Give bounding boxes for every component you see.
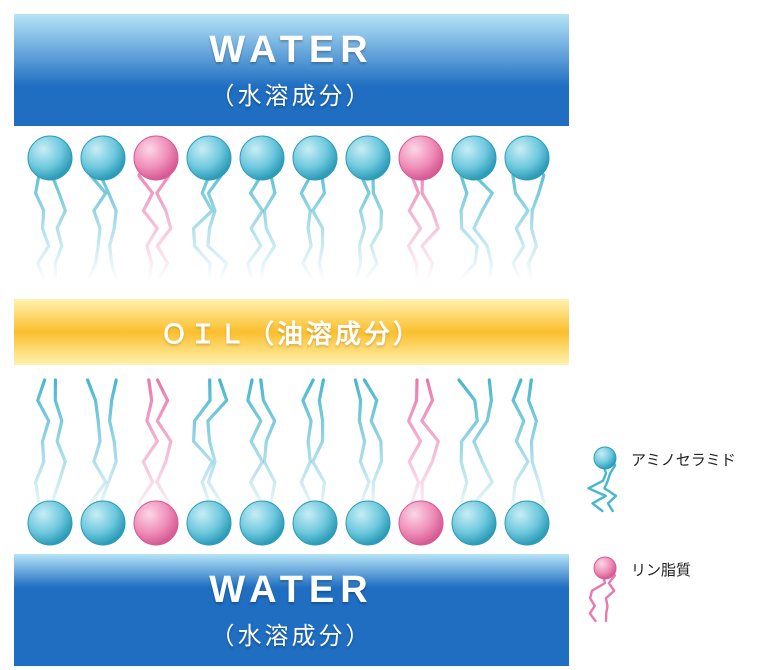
legend: アミノセラミド リン脂質 <box>585 445 750 665</box>
legend-item-phospho: リン脂質 <box>585 555 750 625</box>
water-band-bottom: WATER （水溶成分） <box>14 554 569 666</box>
oil-band: ＯＩＬ（油溶成分） <box>14 299 569 365</box>
phospholipid-icon <box>585 555 625 625</box>
legend-label-amino: アミノセラミド <box>631 449 736 470</box>
lipid-row-bottom <box>14 374 569 549</box>
water-band-top: WATER （水溶成分） <box>14 14 569 126</box>
amino-ceramide-icon <box>585 445 625 515</box>
lipid-row-top <box>14 132 569 287</box>
legend-label-phospho: リン脂質 <box>631 559 691 580</box>
emulsion-diagram: WATER （水溶成分） ＯＩＬ（油溶成分） WATER （水溶成分） <box>14 14 569 658</box>
water-top-title: WATER <box>209 29 373 72</box>
water-bot-title: WATER <box>209 569 373 612</box>
oil-title: ＯＩＬ（油溶成分） <box>161 314 422 351</box>
water-bot-sub: （水溶成分） <box>211 616 373 651</box>
water-top-sub: （水溶成分） <box>211 76 373 111</box>
legend-item-amino: アミノセラミド <box>585 445 750 515</box>
